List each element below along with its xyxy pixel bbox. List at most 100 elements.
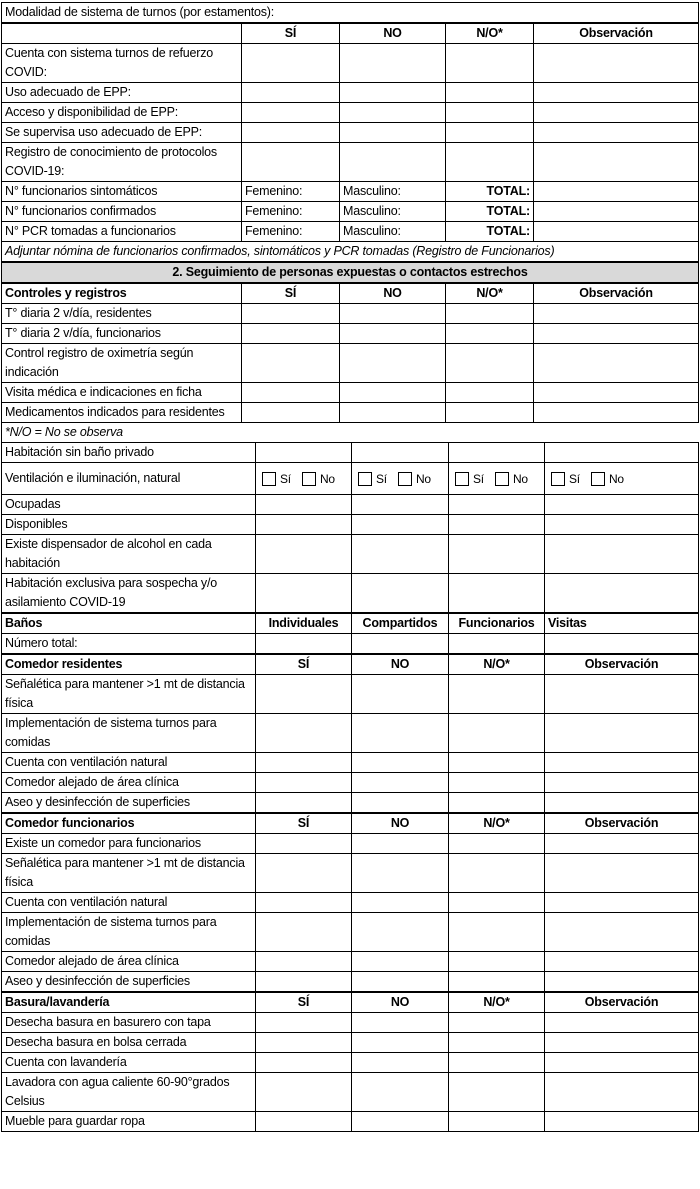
answer-cell[interactable] (533, 102, 699, 123)
answer-cell[interactable] (533, 142, 699, 182)
answer-cell[interactable] (351, 891, 449, 913)
answer-cell[interactable] (351, 673, 449, 714)
total-value-field[interactable] (533, 201, 699, 222)
answer-cell[interactable] (351, 442, 449, 463)
answer-cell[interactable] (544, 1110, 699, 1132)
answer-cell[interactable] (351, 1031, 449, 1053)
answer-cell[interactable] (351, 832, 449, 854)
answer-cell[interactable] (448, 572, 545, 614)
answer-cell[interactable] (533, 343, 699, 383)
answer-cell[interactable] (445, 402, 534, 423)
answer-cell[interactable] (544, 442, 699, 463)
answer-cell[interactable] (448, 1031, 545, 1053)
answer-cell[interactable] (339, 82, 446, 103)
answer-cell[interactable] (445, 102, 534, 123)
answer-cell[interactable] (351, 791, 449, 814)
answer-cell[interactable] (339, 43, 446, 83)
answer-cell[interactable] (544, 572, 699, 614)
answer-cell[interactable] (544, 1031, 699, 1053)
answer-cell[interactable] (255, 712, 352, 753)
answer-cell[interactable] (339, 122, 446, 143)
answer-cell[interactable] (241, 303, 340, 324)
answer-cell[interactable] (448, 533, 545, 574)
answer-cell[interactable] (255, 442, 352, 463)
answer-cell[interactable] (448, 1110, 545, 1132)
yes-checkbox[interactable] (455, 471, 469, 486)
no-checkbox[interactable] (301, 471, 316, 486)
answer-cell[interactable] (339, 303, 446, 324)
answer-cell[interactable] (255, 791, 352, 814)
answer-cell[interactable] (339, 142, 446, 182)
answer-cell[interactable] (448, 632, 545, 655)
answer-cell[interactable] (533, 382, 699, 403)
answer-cell[interactable] (241, 142, 340, 182)
answer-cell[interactable] (241, 382, 340, 403)
answer-cell[interactable] (351, 1011, 449, 1033)
answer-cell[interactable] (255, 513, 352, 535)
answer-cell[interactable] (351, 1071, 449, 1112)
answer-cell[interactable] (255, 832, 352, 854)
answer-cell[interactable] (255, 1031, 352, 1053)
answer-cell[interactable] (448, 493, 545, 515)
answer-cell[interactable] (533, 402, 699, 423)
answer-cell[interactable] (533, 82, 699, 103)
answer-cell[interactable] (448, 891, 545, 913)
answer-cell[interactable] (445, 122, 534, 143)
answer-cell[interactable] (351, 852, 449, 893)
answer-cell[interactable] (448, 970, 545, 993)
answer-cell[interactable] (351, 533, 449, 574)
answer-cell[interactable] (544, 1071, 699, 1112)
answer-cell[interactable] (544, 673, 699, 714)
answer-cell[interactable] (448, 791, 545, 814)
answer-cell[interactable] (339, 102, 446, 123)
answer-cell[interactable] (255, 572, 352, 614)
answer-cell[interactable] (241, 43, 340, 83)
answer-cell[interactable] (448, 712, 545, 753)
answer-cell[interactable] (544, 891, 699, 913)
yes-checkbox[interactable] (262, 471, 276, 486)
answer-cell[interactable] (533, 43, 699, 83)
answer-cell[interactable] (544, 513, 699, 535)
answer-cell[interactable] (351, 970, 449, 993)
answer-cell[interactable] (544, 911, 699, 952)
answer-cell[interactable] (339, 323, 446, 344)
answer-cell[interactable] (445, 82, 534, 103)
total-value-field[interactable] (533, 221, 699, 242)
answer-cell[interactable] (255, 673, 352, 714)
answer-cell[interactable] (448, 1071, 545, 1112)
answer-cell[interactable] (241, 323, 340, 344)
answer-cell[interactable] (241, 82, 340, 103)
answer-cell[interactable] (351, 513, 449, 535)
answer-cell[interactable] (448, 673, 545, 714)
answer-cell[interactable] (351, 1110, 449, 1132)
answer-cell[interactable] (255, 751, 352, 773)
answer-cell[interactable] (544, 712, 699, 753)
answer-cell[interactable] (533, 323, 699, 344)
answer-cell[interactable] (448, 771, 545, 793)
answer-cell[interactable] (255, 771, 352, 793)
no-checkbox[interactable] (397, 471, 412, 486)
answer-cell[interactable] (241, 102, 340, 123)
answer-cell[interactable] (351, 911, 449, 952)
answer-cell[interactable] (544, 852, 699, 893)
answer-cell[interactable] (544, 771, 699, 793)
answer-cell[interactable] (241, 402, 340, 423)
yes-checkbox[interactable] (358, 471, 372, 486)
answer-cell[interactable] (544, 1051, 699, 1073)
female-count-field[interactable]: Femenino: (241, 221, 340, 242)
answer-cell[interactable] (445, 343, 534, 383)
answer-cell[interactable] (351, 771, 449, 793)
answer-cell[interactable] (448, 852, 545, 893)
answer-cell[interactable] (351, 632, 449, 655)
answer-cell[interactable] (448, 911, 545, 952)
answer-cell[interactable] (255, 852, 352, 893)
female-count-field[interactable]: Femenino: (241, 201, 340, 222)
answer-cell[interactable] (448, 442, 545, 463)
answer-cell[interactable] (241, 343, 340, 383)
answer-cell[interactable] (544, 950, 699, 972)
answer-cell[interactable] (351, 572, 449, 614)
answer-cell[interactable] (445, 323, 534, 344)
answer-cell[interactable] (255, 632, 352, 655)
yes-checkbox[interactable] (551, 471, 565, 486)
answer-cell[interactable] (544, 970, 699, 993)
